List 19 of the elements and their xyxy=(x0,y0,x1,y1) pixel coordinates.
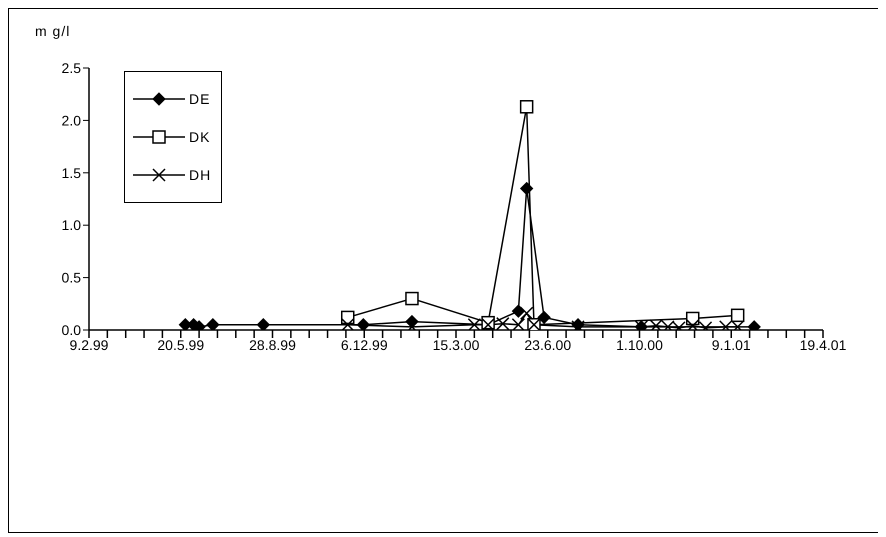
y-tick-label: 1.0 xyxy=(62,217,82,234)
y-tick-label: 0.5 xyxy=(62,270,82,286)
x-tick-label: 23.6.00 xyxy=(524,336,572,353)
x-tick-label: 20.5.99 xyxy=(157,336,204,353)
y-tick-label: 0.0 xyxy=(62,322,82,338)
x-tick-label: 6.12.99 xyxy=(340,336,388,353)
legend-label: DE xyxy=(189,91,210,107)
x-tick-label: 28.8.99 xyxy=(249,336,296,353)
y-tick-label: 1.5 xyxy=(62,164,82,181)
x-tick-label: 19.4.01 xyxy=(800,336,847,353)
x-tick-label: 9.1.01 xyxy=(712,336,751,353)
legend-label: DH xyxy=(189,167,212,183)
x-tick-label: 15.3.00 xyxy=(432,336,480,353)
y-tick-label: 2.0 xyxy=(62,112,82,128)
x-tick-label: 9.2.99 xyxy=(70,336,109,353)
x-tick-label: 1.10.00 xyxy=(616,336,664,353)
y-axis-title: m g/l xyxy=(35,23,70,39)
y-tick-label: 2.5 xyxy=(62,60,82,76)
legend-label: DK xyxy=(189,129,210,145)
